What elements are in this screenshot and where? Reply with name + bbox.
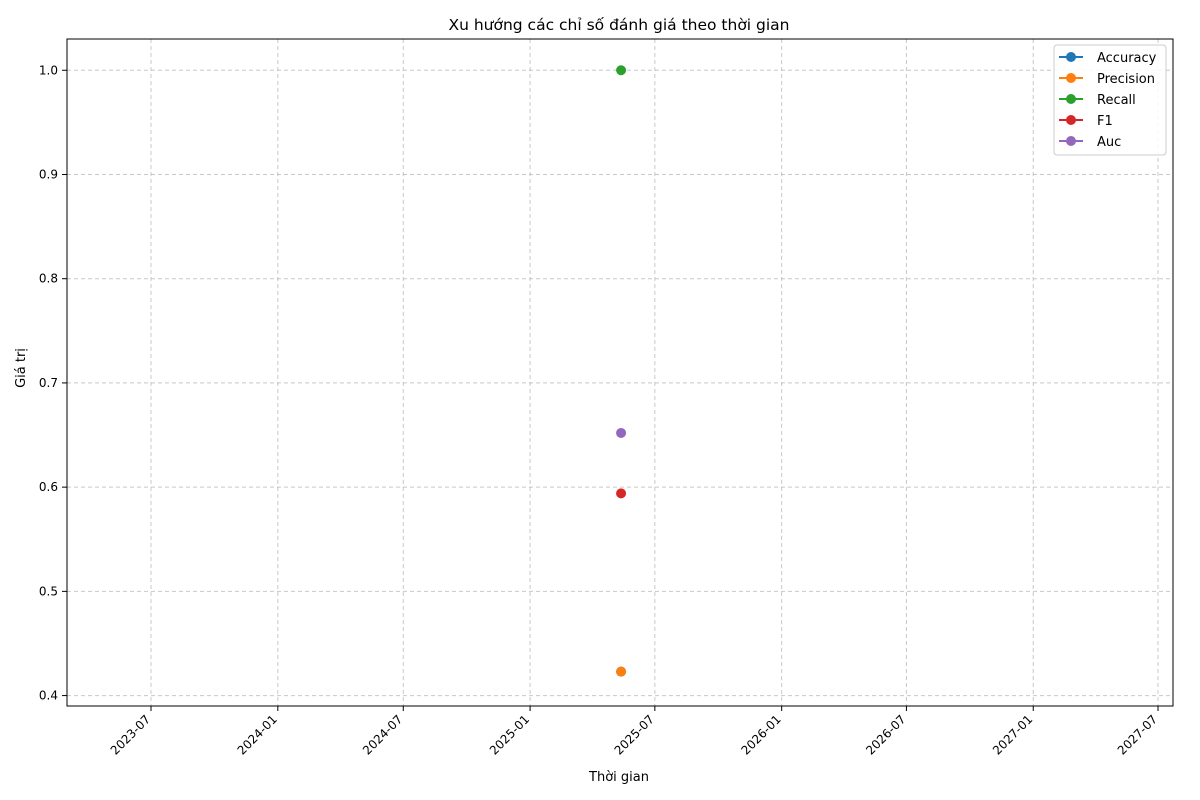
x-tick-label: 2027-01	[990, 712, 1035, 757]
y-tick-label: 0.5	[39, 584, 58, 598]
y-tick-label: 0.8	[39, 272, 58, 286]
y-tick-label: 0.6	[39, 480, 58, 494]
legend-marker-f1	[1066, 115, 1076, 125]
legend-label-f1: F1	[1097, 114, 1113, 129]
legend-label-precision: Precision	[1097, 72, 1155, 87]
x-tick-label: 2024-01	[235, 712, 280, 757]
x-tick-label: 2026-01	[738, 712, 783, 757]
x-tick-label: 2024-07	[360, 712, 405, 757]
data-point-f1	[616, 488, 627, 499]
plot-frame	[66, 38, 1174, 707]
legend-label-accuracy: Accuracy	[1097, 51, 1157, 66]
legend-marker-accuracy	[1066, 52, 1076, 62]
y-tick-label: 0.7	[39, 376, 58, 390]
legend-marker-auc	[1066, 136, 1076, 146]
legend-label-auc: Auc	[1097, 135, 1121, 150]
data-points	[616, 65, 627, 677]
data-point-recall	[616, 65, 627, 76]
y-axis-ticks: 0.4 0.5 0.6 0.7 0.8 0.9 1.0	[39, 63, 67, 703]
legend-box	[1053, 44, 1167, 156]
legend-marker-precision	[1066, 73, 1076, 83]
x-tick-label: 2025-07	[612, 712, 657, 757]
x-tick-label: 2023-07	[108, 712, 153, 757]
legend-label-recall: Recall	[1097, 93, 1136, 108]
x-axis-label: Thời gian	[588, 770, 649, 785]
y-axis-label: Giá trị	[14, 348, 29, 388]
data-point-precision	[616, 666, 627, 677]
x-axis-ticks: 2023-07 2024-01 2024-07 2025-01 2025-07 2026-…	[108, 706, 1160, 758]
legend-marker-recall	[1066, 94, 1076, 104]
chart-title: Xu hướng các chỉ số đánh giá theo thời g…	[448, 16, 789, 34]
y-tick-label: 0.4	[39, 689, 58, 703]
y-tick-label: 0.9	[39, 167, 58, 181]
x-tick-label: 2025-01	[487, 712, 532, 757]
x-tick-label: 2027-07	[1115, 712, 1160, 757]
x-tick-label: 2026-07	[863, 712, 908, 757]
data-point-auc	[616, 427, 627, 438]
legend: Accuracy Precision Recall F1 Auc	[1053, 44, 1167, 156]
grid-lines	[67, 39, 1173, 706]
y-tick-label: 1.0	[39, 63, 58, 77]
